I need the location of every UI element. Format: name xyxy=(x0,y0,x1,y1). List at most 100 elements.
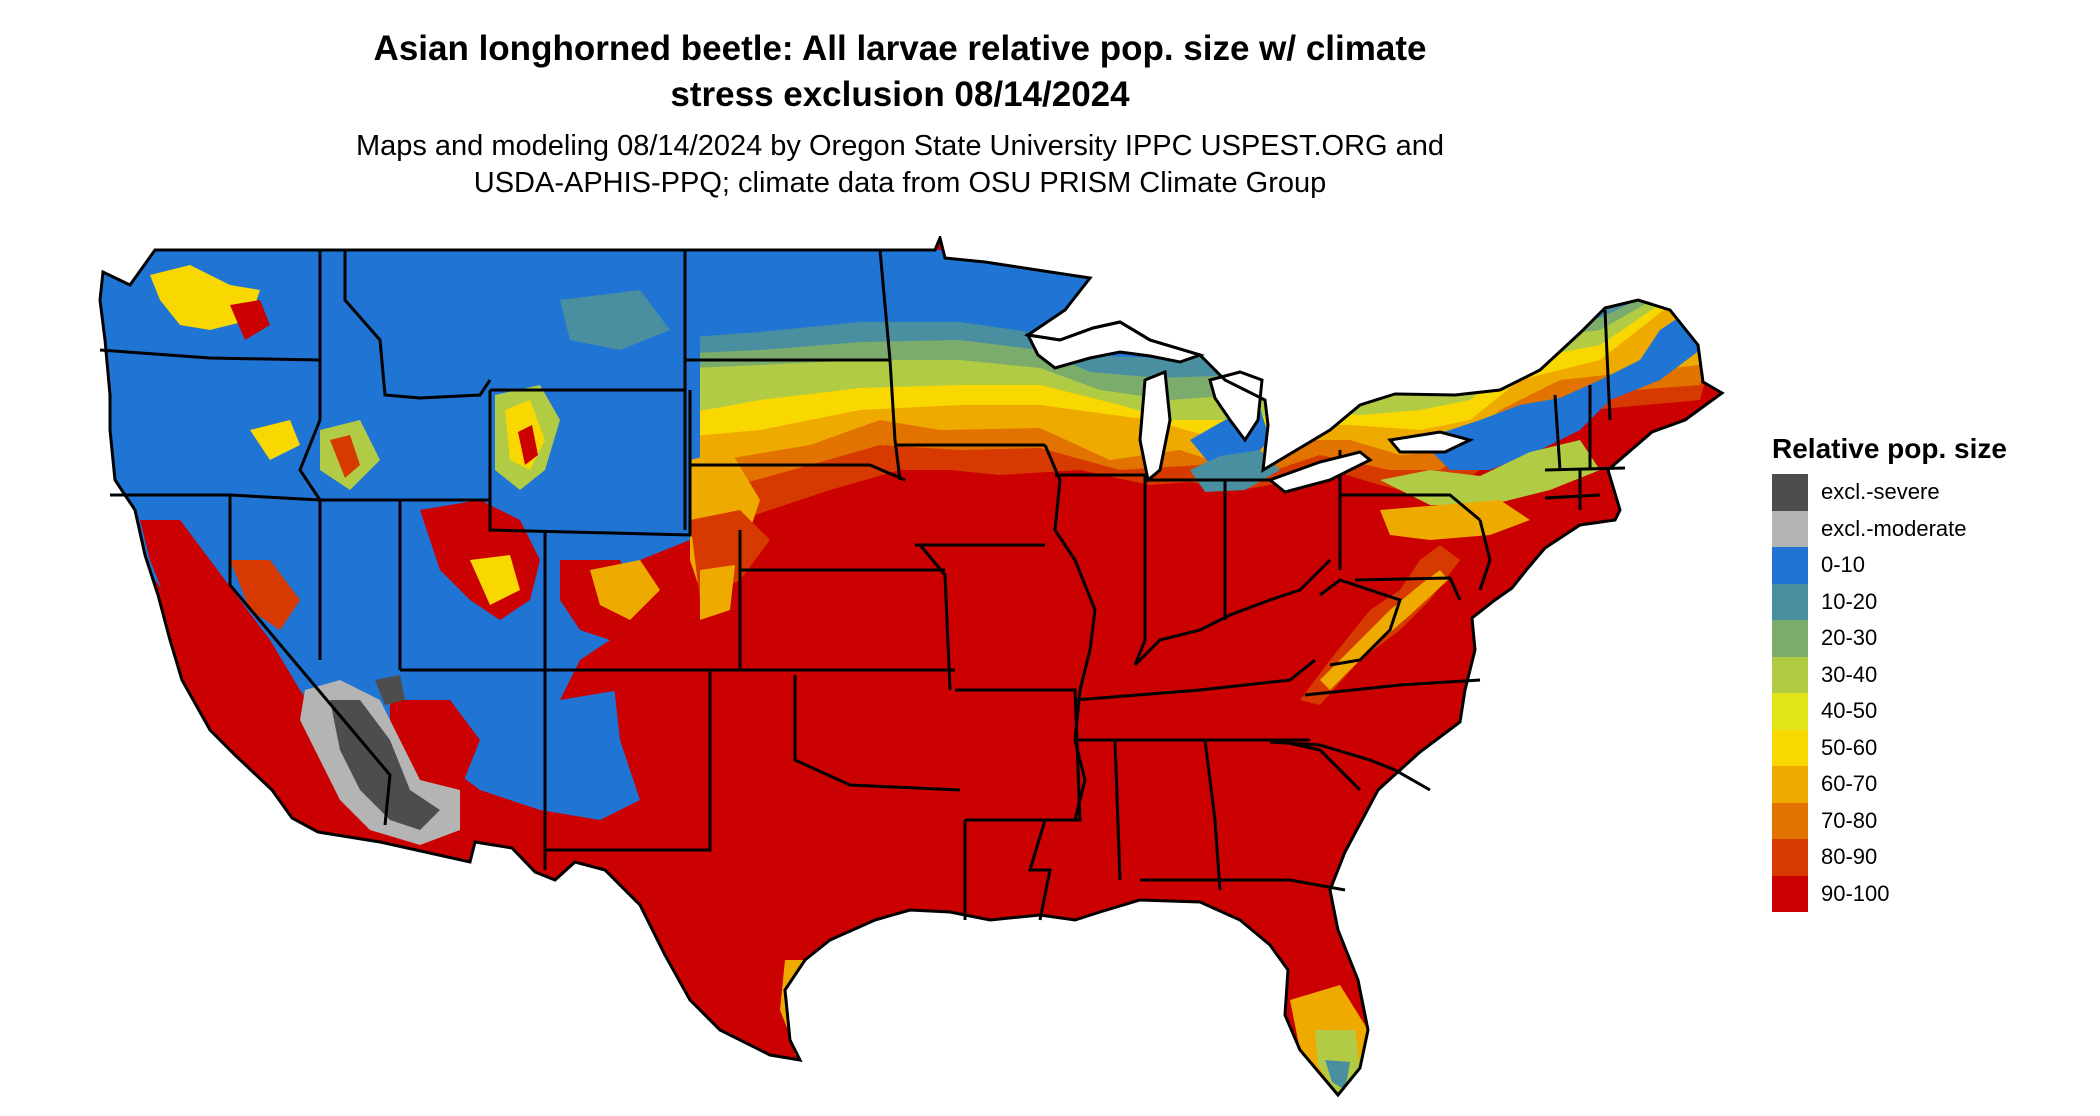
legend-item: 50-60 xyxy=(1772,729,2072,766)
legend-swatch xyxy=(1772,802,1808,839)
zone-excl-severe-nevada xyxy=(375,675,405,705)
lake-huron xyxy=(1208,370,1264,443)
legend-item: 80-90 xyxy=(1772,839,2072,876)
legend-item: 10-20 xyxy=(1772,583,2072,620)
legend-label: 70-80 xyxy=(1821,807,1878,833)
legend-item: 70-80 xyxy=(1772,802,2072,839)
legend-item: 0-10 xyxy=(1772,547,2072,584)
legend-item: excl.-moderate xyxy=(1772,510,2072,547)
border-connecticut xyxy=(1544,470,1601,510)
zone-50-60-washington xyxy=(150,265,260,330)
map-subtitle: Maps and modeling 08/14/2024 by Oregon S… xyxy=(300,128,1500,202)
zone-90-100-new-mexico xyxy=(610,650,690,800)
map-title: Asian longhorned beetle: All larvae rela… xyxy=(300,26,1500,118)
legend-swatch xyxy=(1772,693,1808,730)
subtitle-line-2: USDA-APHIS-PPQ; climate data from OSU PR… xyxy=(473,167,1327,199)
zone-excl-severe xyxy=(330,700,440,830)
zone-80-90-nevada xyxy=(230,560,300,630)
border-vermont-new-hampshire xyxy=(1553,385,1592,471)
border-florida-panhandle xyxy=(1140,878,1346,892)
subtitle-line-1: Maps and modeling 08/14/2024 by Oregon S… xyxy=(355,130,1445,162)
legend-label: 60-70 xyxy=(1821,771,1878,797)
border-alabama-georgia xyxy=(1203,739,1222,891)
legend-swatch xyxy=(1772,729,1808,766)
legend-item: excl.-severe xyxy=(1772,474,2072,511)
legend-item: 60-70 xyxy=(1772,766,2072,803)
legend-item: 20-30 xyxy=(1772,620,2072,657)
border-ohio-river xyxy=(1133,558,1332,667)
border-virginia-north-carolina xyxy=(1304,678,1481,697)
legend-swatch xyxy=(1772,474,1808,511)
border-new-york-pennsylvania xyxy=(1340,493,1481,522)
border-washington-oregon xyxy=(99,348,321,362)
lake-michigan xyxy=(1138,369,1172,483)
legend-swatch xyxy=(1772,583,1808,620)
zone-60-70-colorado xyxy=(590,560,660,620)
legend-items: excl.-severe excl.-moderate 0-10 10-20 20-30… xyxy=(1772,474,2072,912)
zone-90-100-california xyxy=(140,520,320,760)
legend-label: 10-20 xyxy=(1821,588,1878,614)
legend-swatch xyxy=(1772,875,1808,912)
zone-30-40-texas-south xyxy=(800,985,832,1045)
legend: Relative pop. size excl.-severe excl.-mod… xyxy=(1772,432,2072,912)
lake-erie xyxy=(1266,450,1373,494)
legend-label: 20-30 xyxy=(1821,625,1878,651)
border-west-virginia xyxy=(1319,578,1402,667)
legend-label: excl.-severe xyxy=(1821,479,1940,505)
border-new-mexico-texas xyxy=(545,670,712,852)
legend-label: excl.-moderate xyxy=(1821,515,1967,541)
lake-ontario xyxy=(1387,430,1475,454)
zone-10-20-florida-keys xyxy=(1325,1060,1350,1090)
legend-swatch xyxy=(1772,510,1808,547)
legend-label: 80-90 xyxy=(1821,844,1878,870)
legend-item: 90-100 xyxy=(1772,875,2072,912)
legend-swatch xyxy=(1772,620,1808,657)
border-idaho-montana xyxy=(343,250,492,400)
border-maine xyxy=(1603,309,1612,421)
border-dakota-minnesota xyxy=(878,249,902,481)
title-line-2: stress exclusion 08/14/2024 xyxy=(670,75,1130,114)
zone-60-70-pennsylvania xyxy=(1380,500,1530,540)
border-wyoming xyxy=(488,390,692,537)
great-lakes xyxy=(1025,320,1475,494)
legend-swatch xyxy=(1772,766,1808,803)
zone-0-10-new-england xyxy=(1420,310,1700,470)
legend-label: 40-50 xyxy=(1821,698,1878,724)
zone-80-90-idaho xyxy=(330,435,360,478)
state-borders xyxy=(99,249,1626,921)
zone-50-60-utah xyxy=(470,555,520,605)
legend-swatch xyxy=(1772,547,1808,584)
border-north-south-carolina xyxy=(1269,740,1431,792)
border-illinois-indiana xyxy=(1133,475,1147,666)
zone-90-100-rockies xyxy=(518,425,538,465)
legend-title: Relative pop. size xyxy=(1772,433,2007,464)
border-idaho-west xyxy=(298,250,322,660)
zone-60-70-colorado-east xyxy=(700,565,735,620)
zone-90-100-washington xyxy=(230,300,270,340)
border-kentucky-tennessee xyxy=(1074,658,1316,702)
border-massachusetts xyxy=(1544,466,1626,472)
border-missouri-west xyxy=(918,544,952,691)
zone-10-20-montana xyxy=(560,290,670,350)
zone-30-40-new-york xyxy=(1380,440,1600,505)
border-maryland xyxy=(1354,576,1462,601)
legend-swatch xyxy=(1772,839,1808,876)
border-oklahoma-texas xyxy=(793,675,961,792)
border-alabama-mississippi xyxy=(1113,739,1122,881)
border-louisiana xyxy=(963,819,1052,921)
legend-swatch xyxy=(1772,656,1808,693)
zone-50-60-oregon xyxy=(250,420,300,460)
legend-label: 90-100 xyxy=(1821,880,1890,906)
legend-label: 30-40 xyxy=(1821,661,1878,687)
border-nebraska xyxy=(690,463,906,482)
legend-item: 40-50 xyxy=(1772,693,2072,730)
border-california-nevada xyxy=(228,495,392,826)
us-map xyxy=(98,236,1724,1097)
title-line-1: Asian longhorned beetle: All larvae rela… xyxy=(373,29,1427,68)
zone-0-10-west xyxy=(100,238,700,780)
legend-label: 50-60 xyxy=(1821,734,1878,760)
border-new-jersey xyxy=(1478,519,1492,591)
legend-label: 0-10 xyxy=(1821,552,1866,578)
border-mississippi-river xyxy=(1043,444,1097,821)
legend-item: 30-40 xyxy=(1772,656,2072,693)
